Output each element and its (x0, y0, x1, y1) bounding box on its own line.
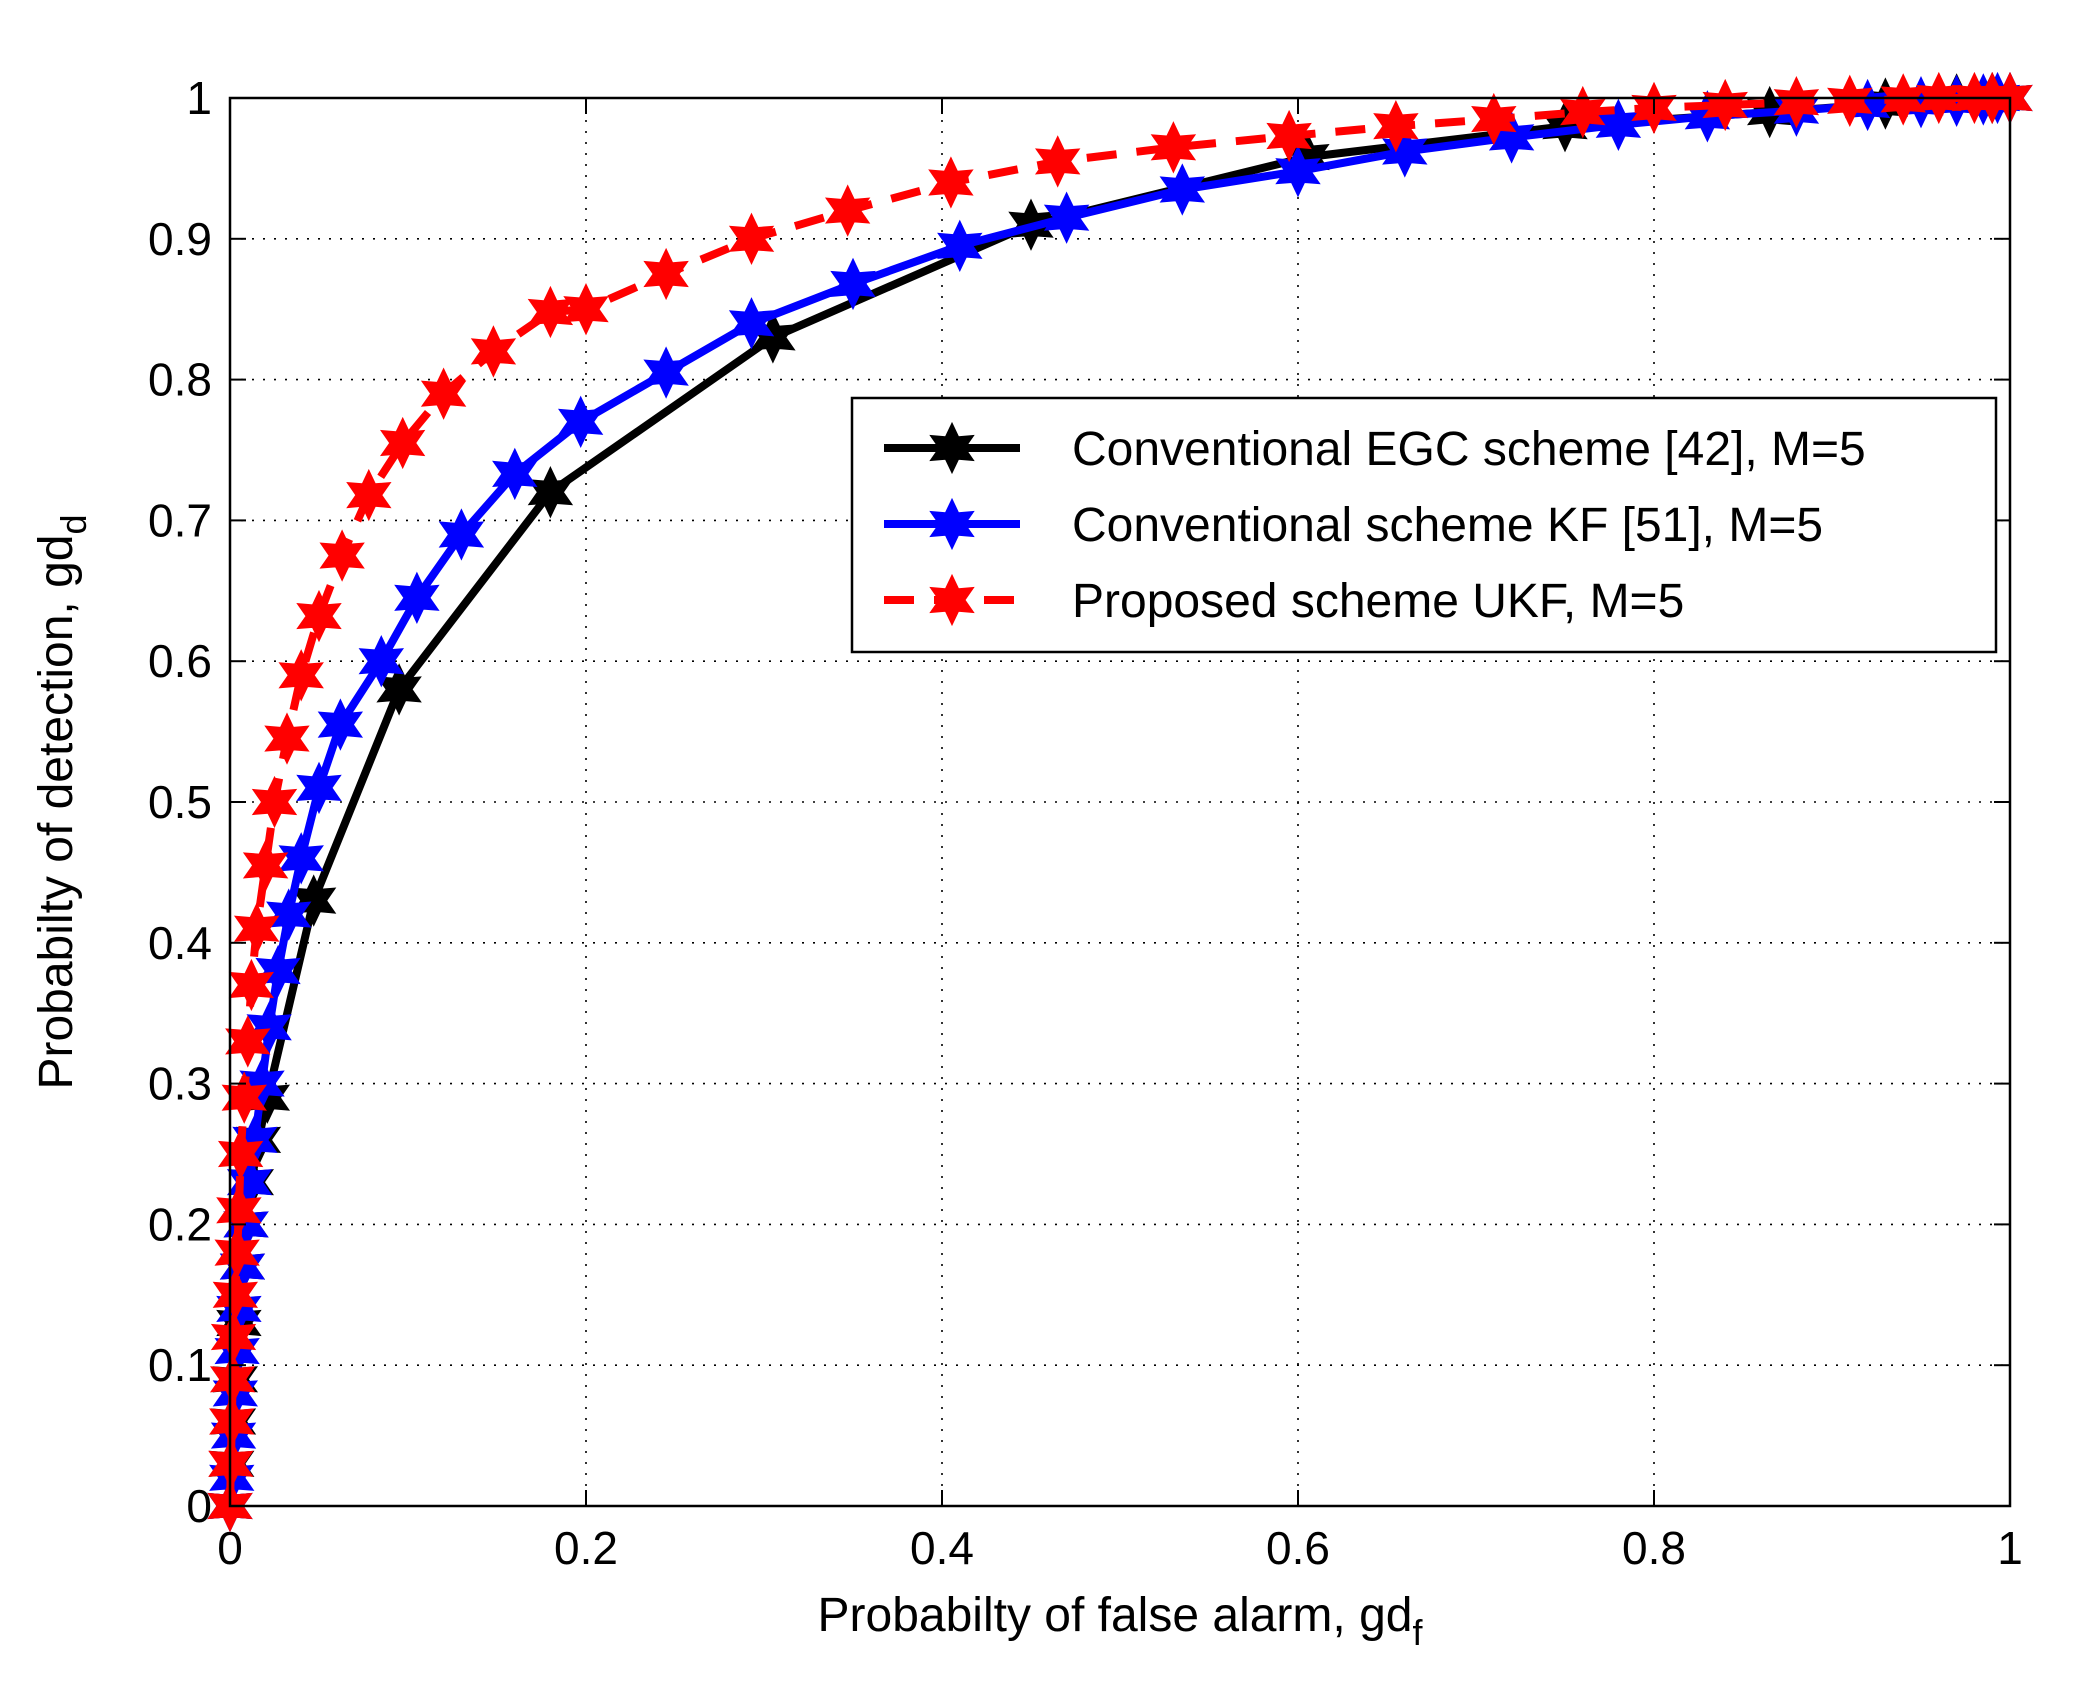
grid (230, 98, 2010, 1506)
data-point-marker (557, 395, 604, 448)
data-point-marker (492, 447, 538, 501)
data-point-marker (563, 283, 609, 336)
y-tick-label: 0 (186, 1480, 212, 1532)
y-tick-label: 0.6 (148, 635, 212, 687)
data-point-marker (1773, 76, 1820, 129)
x-tick-label: 0.8 (1622, 1522, 1686, 1574)
x-tick-label: 0.2 (554, 1522, 618, 1574)
legend-entries: Conventional EGC scheme [42], M=5 Convent… (884, 421, 1866, 628)
data-point-marker (1373, 100, 1419, 153)
data-point-marker (1266, 109, 1312, 163)
legend-box (850, 396, 1998, 654)
legend-entry: Conventional scheme KF [51], M=5 (884, 497, 1823, 552)
legend-entry: Proposed scheme UKF, M=5 (884, 573, 1684, 628)
data-point-marker (221, 1071, 267, 1124)
legend-marker (929, 573, 975, 627)
data-point-marker (210, 1310, 257, 1364)
data-point-marker (1560, 85, 1606, 139)
data-point-marker (242, 839, 289, 892)
data-point-marker (1034, 135, 1081, 188)
data-point-marker (225, 1015, 271, 1068)
y-tick-label: 0.7 (148, 494, 212, 546)
data-point-marker (438, 508, 485, 561)
y-axis-label-subscript: d (53, 514, 94, 534)
data-point-marker (394, 571, 440, 624)
data-point-marker (264, 712, 310, 765)
x-axis-label-subscript: f (1412, 1612, 1423, 1653)
data-point-marker (255, 944, 301, 998)
y-tick-label: 0.5 (148, 776, 212, 828)
y-tick-label: 0.4 (148, 917, 212, 969)
data-point-marker (251, 775, 298, 829)
series-layer (207, 71, 2033, 1533)
x-axis-label: Probabilty of false alarm, gdf (818, 1589, 1424, 1653)
data-point-marker (233, 902, 280, 955)
data-point-marker (214, 1226, 260, 1279)
data-point-marker (1043, 191, 1090, 244)
data-point-marker (358, 635, 405, 688)
x-axis-label-main: Probabilty of false alarm, gd (818, 1589, 1413, 1642)
data-point-marker (209, 1353, 256, 1406)
data-point-marker (216, 1184, 262, 1237)
data-point-marker (937, 219, 983, 272)
data-point-marker (346, 468, 392, 522)
y-tick-label: 0.3 (148, 1058, 212, 1110)
data-point-marker (1159, 163, 1206, 216)
y-tick-label: 1 (186, 72, 212, 124)
data-point-marker (209, 1395, 255, 1448)
data-point-marker (728, 297, 775, 350)
data-point-marker (379, 416, 426, 470)
data-point-marker (1275, 145, 1321, 198)
data-point-marker (928, 156, 974, 209)
data-point-marker (643, 247, 689, 301)
x-tick-label: 0 (217, 1522, 243, 1574)
data-point-marker (246, 1001, 292, 1054)
axes-background (230, 98, 2010, 1506)
y-tick-label: 0.8 (148, 354, 212, 406)
plot-area: 0 0.2 0.4 0.6 0.8 1 0 0.1 0.2 0.3 0.4 0.5 0.6 0.7 0.8 0… (148, 71, 2033, 1574)
data-point-marker (317, 698, 364, 751)
data-point-marker (1827, 74, 1873, 127)
legend-label: Conventional scheme KF [51], M=5 (1072, 499, 1823, 552)
data-point-marker (420, 367, 467, 420)
data-point-marker (470, 325, 517, 378)
y-axis-label: Probabilty of detection, gdd (30, 514, 94, 1089)
data-point-marker (319, 529, 365, 582)
data-point-marker (1702, 78, 1748, 132)
data-point-marker (728, 212, 775, 265)
y-tick-label: 0.9 (148, 213, 212, 265)
x-tick-label: 1 (1997, 1522, 2023, 1574)
data-point-marker (1471, 92, 1517, 146)
legend-label: Proposed scheme UKF, M=5 (1072, 575, 1684, 628)
tick-labels: 0 0.2 0.4 0.6 0.8 1 0 0.1 0.2 0.3 0.4 0.5 0.6 0.7 0.8 0… (148, 72, 2023, 1574)
y-tick-label: 0.2 (148, 1198, 212, 1250)
x-tick-label: 0.6 (1266, 1522, 1330, 1574)
legend: Conventional EGC scheme [42], M=5 Convent… (850, 396, 1998, 654)
data-point-marker (830, 257, 876, 311)
x-tick-label: 0.4 (910, 1522, 974, 1574)
data-point-marker (1150, 121, 1197, 174)
data-point-marker (217, 1127, 264, 1181)
legend-entry: Conventional EGC scheme [42], M=5 (884, 421, 1866, 476)
data-point-marker (296, 589, 342, 643)
legend-marker (929, 497, 975, 551)
y-tick-label: 0.1 (148, 1339, 212, 1391)
data-point-marker (643, 346, 689, 399)
data-point-marker (1382, 125, 1428, 178)
data-point-marker (296, 761, 342, 815)
legend-label: Conventional EGC scheme [42], M=5 (1072, 423, 1866, 476)
y-axis-label-main: Probabilty of detection, gd (30, 535, 83, 1090)
data-point-marker (266, 888, 312, 941)
data-point-marker (278, 649, 324, 702)
legend-marker (929, 421, 975, 475)
data-point-marker (824, 184, 871, 237)
data-point-marker (212, 1268, 259, 1321)
data-point-marker (278, 832, 324, 885)
